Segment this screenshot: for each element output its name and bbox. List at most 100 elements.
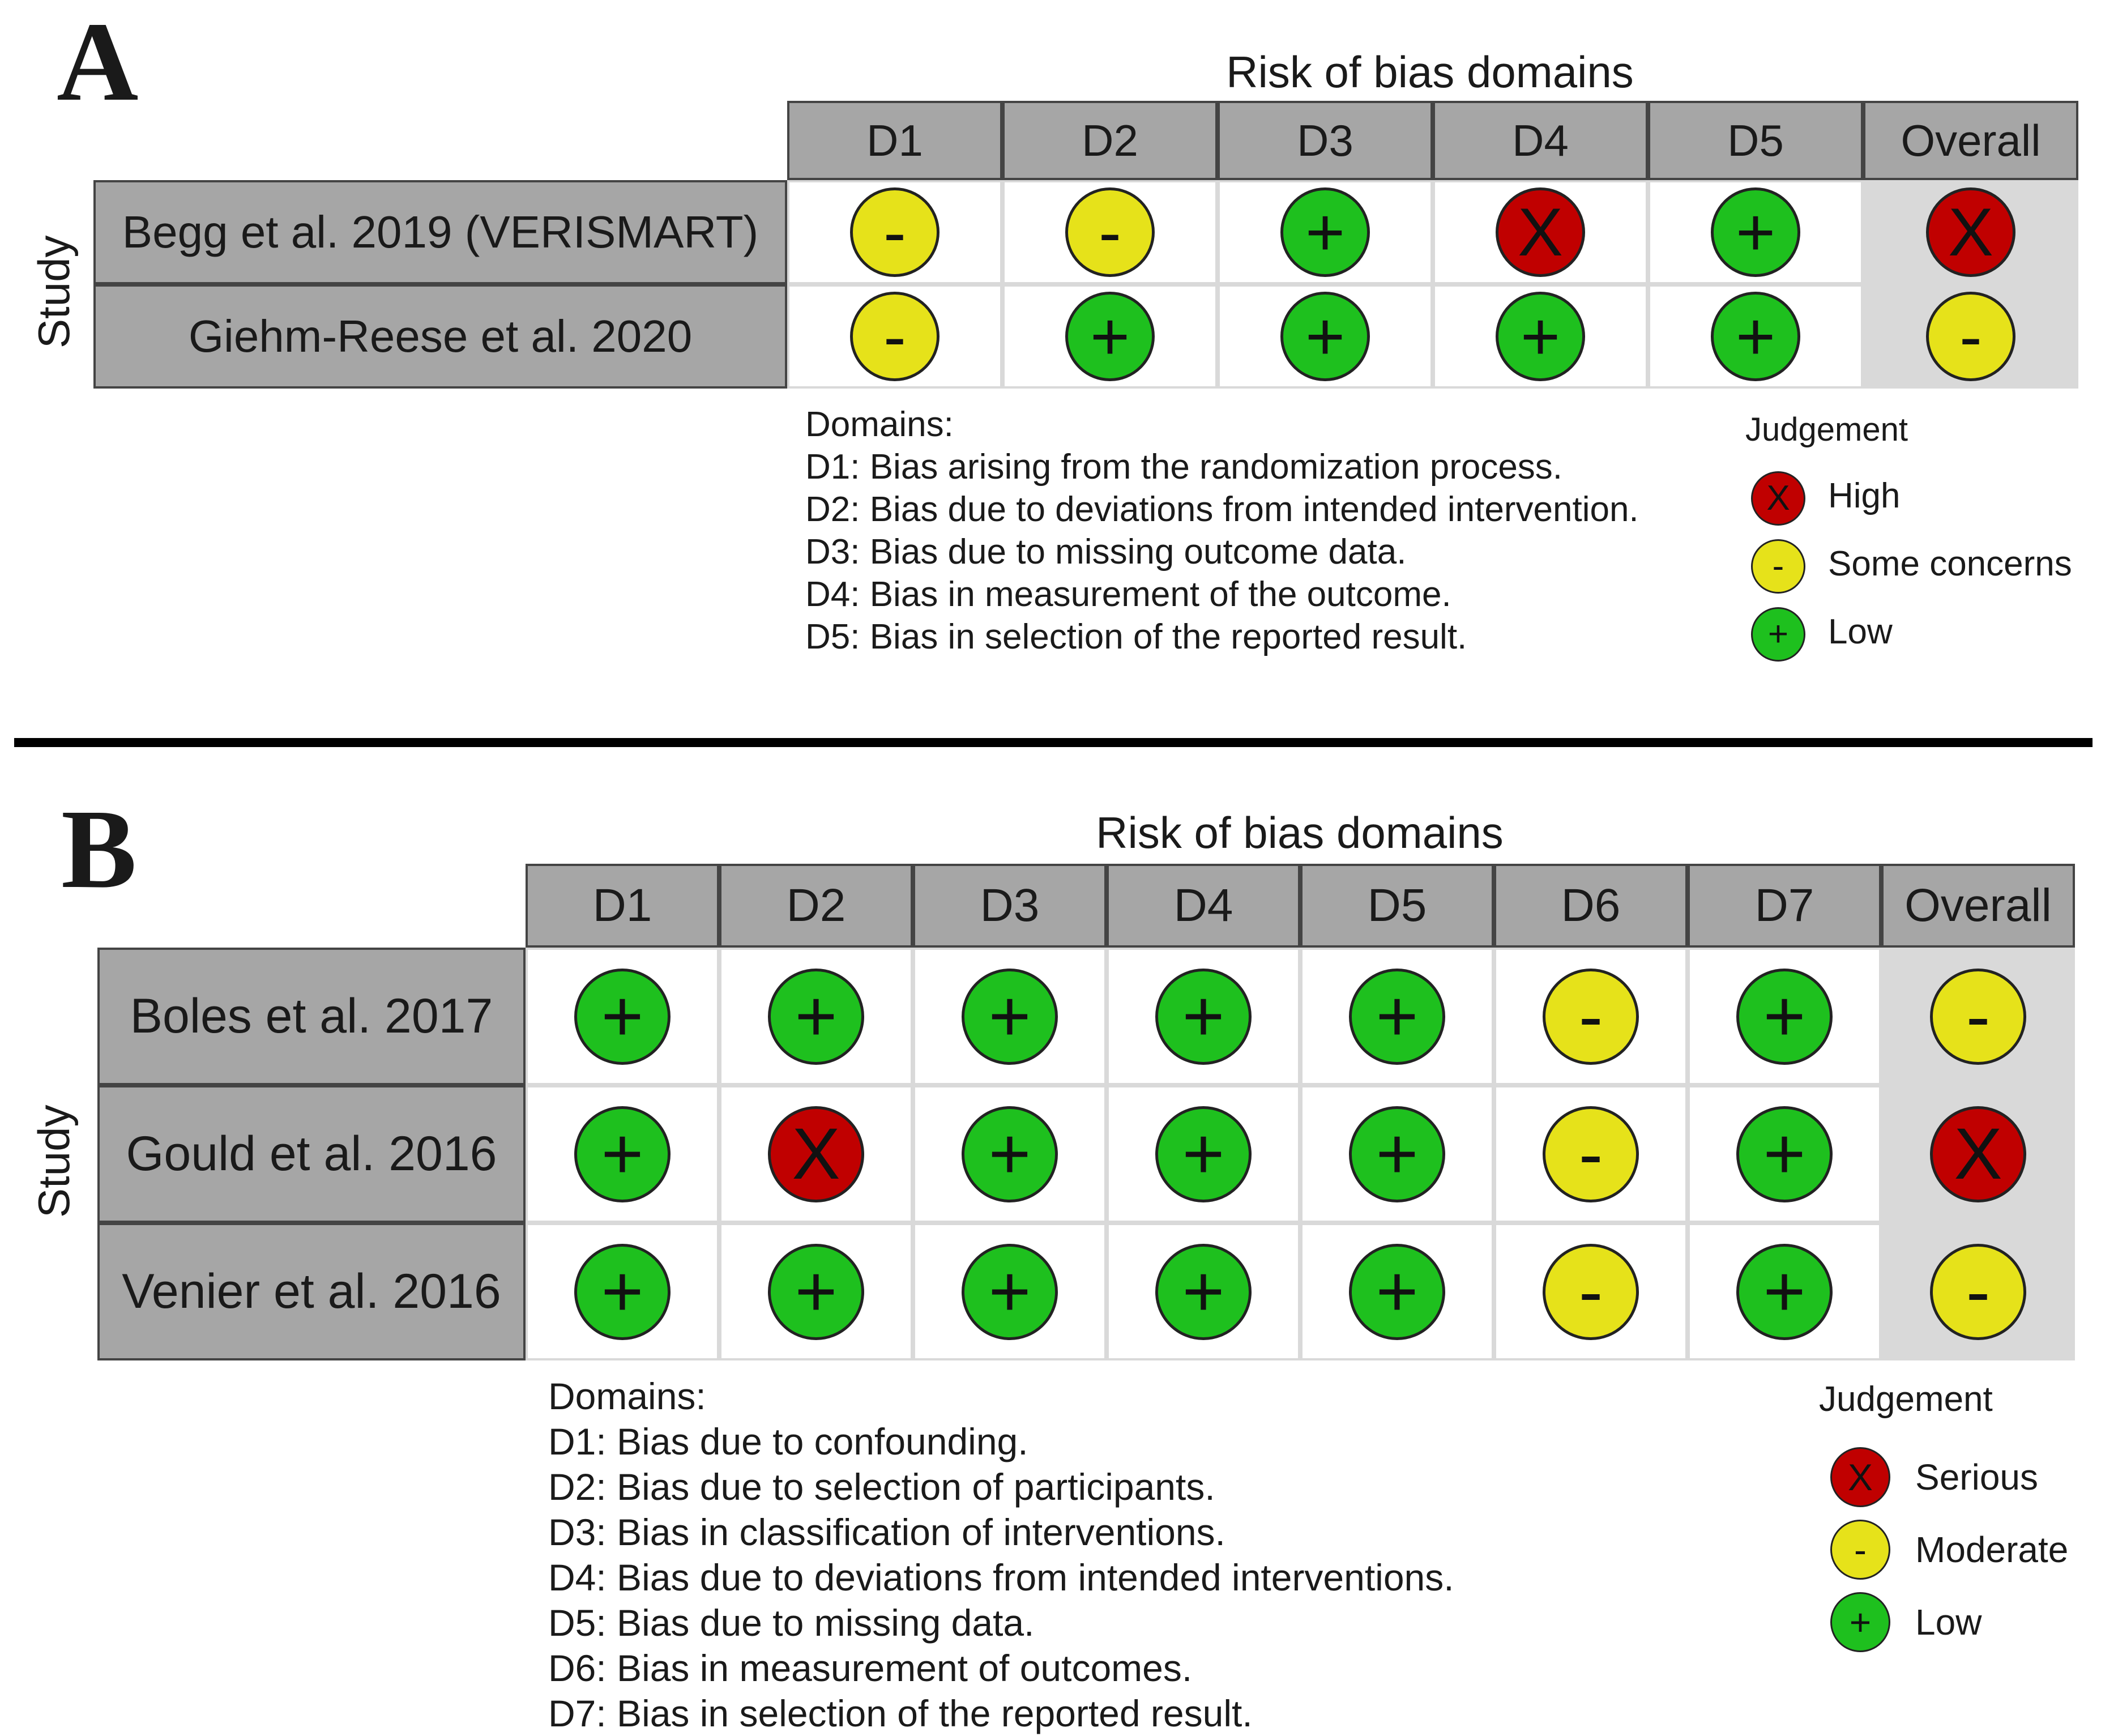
low-risk-icon: + — [1155, 968, 1252, 1065]
header-domain: D1 — [787, 101, 1002, 180]
header-domain: D5 — [1300, 864, 1494, 948]
legend-label: High — [1828, 476, 1901, 515]
panel-b-judgement-title: Judgement — [1819, 1380, 1993, 1419]
judgement-cell: + — [1688, 1223, 1881, 1360]
low-risk-icon: + — [1280, 292, 1370, 381]
panel-b-study-axis-label: Study — [29, 1104, 79, 1218]
study-label: Begg et al. 2019 (VERISMART) — [93, 180, 787, 284]
low-risk-icon: + — [962, 1106, 1058, 1202]
some-concerns-icon: - — [1930, 968, 2026, 1065]
low-risk-icon: + — [574, 1243, 671, 1340]
panel-divider — [14, 738, 2093, 747]
low-risk-icon: + — [1155, 1243, 1252, 1340]
some-concerns-icon: - — [850, 187, 940, 277]
judgement-cell: + — [1300, 1085, 1494, 1223]
domains-legend-item: D5: Bias due to missing data. — [548, 1602, 1035, 1644]
judgement-cell: - — [1494, 948, 1688, 1085]
low-risk-icon: + — [1349, 1243, 1445, 1340]
panel-a-title: Risk of bias domains — [1226, 47, 1634, 97]
domains-legend-item: D4: Bias in measurement of the outcome. — [805, 575, 1451, 614]
legend-some-concerns-icon: - — [1751, 539, 1805, 594]
study-label: Boles et al. 2017 — [97, 948, 526, 1085]
study-label: Gould et al. 2016 — [97, 1085, 526, 1223]
judgement-cell: + — [913, 948, 1107, 1085]
overall-judgement-cell: - — [1881, 948, 2075, 1085]
header-domain: D4 — [1107, 864, 1300, 948]
some-concerns-icon: - — [850, 292, 940, 381]
legend-high-icon: X — [1751, 471, 1805, 526]
panel-a-domains-legend: Domains: D1: Bias arising from the random… — [805, 403, 1639, 658]
domains-legend-item: D6: Bias in measurement of outcomes. — [548, 1647, 1193, 1689]
judgement-cell: + — [1648, 180, 1863, 284]
judgement-cell: + — [1107, 1223, 1300, 1360]
judgement-cell: X — [719, 1085, 913, 1223]
judgement-cell: + — [526, 948, 719, 1085]
low-risk-icon: + — [962, 1243, 1058, 1340]
high-risk-icon: X — [1496, 187, 1585, 277]
domains-legend-heading: Domains: — [548, 1375, 706, 1417]
judgement-cell: - — [1002, 180, 1218, 284]
low-risk-icon: + — [1711, 187, 1800, 277]
domains-legend-item: D7: Bias in selection of the reported re… — [548, 1692, 1253, 1734]
header-domain: D1 — [526, 864, 719, 948]
low-risk-icon: + — [768, 968, 864, 1065]
some-concerns-icon: - — [1065, 187, 1155, 277]
overall-judgement-cell: X — [1863, 180, 2078, 284]
header-domain: D3 — [1218, 101, 1433, 180]
some-concerns-icon: - — [1930, 1243, 2026, 1340]
study-label: Venier et al. 2016 — [97, 1223, 526, 1360]
judgement-cell: + — [1688, 948, 1881, 1085]
judgement-cell: + — [1218, 284, 1433, 389]
judgement-cell: + — [1648, 284, 1863, 389]
some-concerns-icon: - — [1926, 292, 2015, 381]
judgement-cell: + — [1433, 284, 1648, 389]
domains-legend-item: D3: Bias in classification of interventi… — [548, 1511, 1225, 1553]
judgement-cell: - — [1494, 1223, 1688, 1360]
header-domain: D2 — [719, 864, 913, 948]
legend-label: Low — [1828, 612, 1893, 651]
legend-label: Low — [1915, 1602, 1982, 1643]
domains-legend-item: D3: Bias due to missing outcome data. — [805, 532, 1407, 571]
legend-label: Some concerns — [1828, 544, 2072, 583]
judgement-cell: - — [787, 284, 1002, 389]
some-concerns-icon: - — [1543, 968, 1639, 1065]
low-risk-icon: + — [574, 968, 671, 1065]
judgement-cell: + — [913, 1223, 1107, 1360]
panel-a-letter: A — [57, 0, 139, 125]
high-risk-icon: X — [1930, 1106, 2026, 1202]
legend-label: Moderate — [1915, 1529, 2069, 1570]
panel-b-domains-legend: Domains: D1: Bias due to confounding. D2: … — [548, 1374, 1454, 1736]
judgement-cell: + — [1688, 1085, 1881, 1223]
low-risk-icon: + — [768, 1243, 864, 1340]
judgement-cell: + — [719, 948, 913, 1085]
high-risk-icon: X — [1926, 187, 2015, 277]
domains-legend-heading: Domains: — [805, 405, 954, 444]
judgement-cell: + — [1300, 1223, 1494, 1360]
some-concerns-icon: - — [1543, 1243, 1639, 1340]
domains-legend-item: D5: Bias in selection of the reported re… — [805, 617, 1467, 656]
judgement-cell: X — [1433, 180, 1648, 284]
low-risk-icon: + — [1736, 1106, 1833, 1202]
header-domain: D2 — [1002, 101, 1218, 180]
low-risk-icon: + — [1736, 1243, 1833, 1340]
legend-low-icon: + — [1751, 607, 1805, 662]
judgement-cell: + — [1107, 948, 1300, 1085]
low-risk-icon: + — [1496, 292, 1585, 381]
panel-a-judgement-title: Judgement — [1745, 411, 1908, 448]
header-domain: D7 — [1688, 864, 1881, 948]
header-overall: Overall — [1881, 864, 2075, 948]
legend-low-icon: + — [1830, 1592, 1890, 1652]
low-risk-icon: + — [1280, 187, 1370, 277]
judgement-cell: + — [1107, 1085, 1300, 1223]
domains-legend-item: D1: Bias arising from the randomization … — [805, 447, 1563, 487]
header-overall: Overall — [1863, 101, 2078, 180]
legend-high-icon: X — [1830, 1447, 1890, 1507]
header-domain: D6 — [1494, 864, 1688, 948]
judgement-cell: + — [1002, 284, 1218, 389]
judgement-cell: - — [1494, 1085, 1688, 1223]
domains-legend-item: D1: Bias due to confounding. — [548, 1421, 1028, 1462]
judgement-cell: + — [719, 1223, 913, 1360]
domains-legend-item: D2: Bias due to deviations from intended… — [805, 490, 1639, 529]
low-risk-icon: + — [574, 1106, 671, 1202]
domains-legend-item: D4: Bias due to deviations from intended… — [548, 1556, 1454, 1598]
